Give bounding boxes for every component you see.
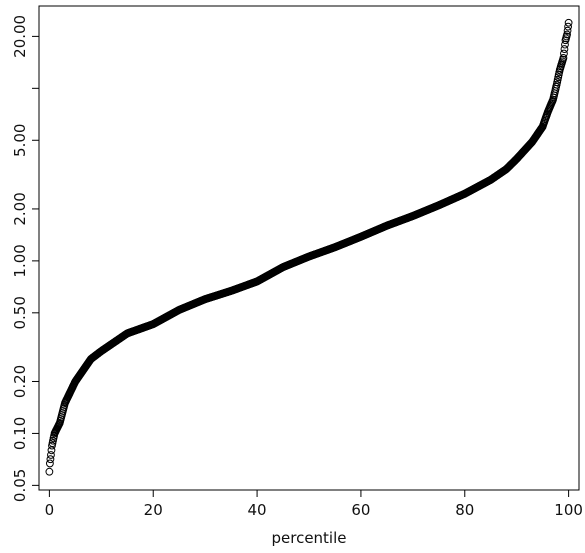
data-point (46, 455, 55, 464)
data-point (560, 49, 568, 58)
data-point (564, 22, 572, 31)
data-point (563, 30, 571, 39)
data-point (564, 18, 573, 27)
x-tick-label: 0 (45, 501, 55, 519)
data-point (563, 26, 572, 35)
x-axis: 0 20 40 60 80 100 (45, 490, 583, 519)
plot-frame (38, 5, 580, 491)
y-tick-label: 2.00 (11, 192, 29, 225)
y-tick-label: 0.05 (11, 469, 29, 502)
y-axis: 0.05 0.10 0.20 0.50 1.00 2.00 5.00 20.00 (11, 15, 39, 502)
data-points (45, 18, 573, 476)
y-tick-label: 1.00 (11, 244, 29, 277)
x-tick-label: 60 (351, 501, 370, 519)
data-point (560, 45, 569, 53)
x-tick-label: 20 (144, 501, 163, 519)
x-tick-label: 80 (455, 501, 474, 519)
y-tick-label: 5.00 (11, 124, 29, 157)
y-tick-label: 0.50 (11, 296, 29, 329)
x-tick-label: 100 (554, 501, 583, 519)
y-tick-label: 0.20 (11, 365, 29, 398)
x-tick-label: 40 (248, 501, 267, 519)
data-point (46, 459, 54, 468)
data-point (47, 451, 55, 459)
y-tick-label: 0.10 (11, 417, 29, 450)
data-point (45, 467, 54, 476)
data-point (559, 54, 568, 62)
y-tick-label: 20.00 (11, 15, 29, 58)
x-axis-title: percentile (271, 529, 346, 547)
